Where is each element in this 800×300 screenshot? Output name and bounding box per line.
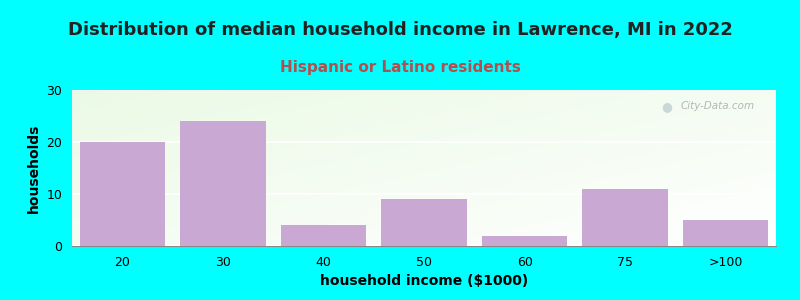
Bar — [79, 142, 165, 246]
Text: Distribution of median household income in Lawrence, MI in 2022: Distribution of median household income … — [67, 21, 733, 39]
Y-axis label: households: households — [27, 123, 41, 213]
X-axis label: household income ($1000): household income ($1000) — [320, 274, 528, 288]
Text: ●: ● — [662, 100, 672, 113]
Bar — [281, 225, 366, 246]
Bar — [683, 220, 769, 246]
Bar — [482, 236, 567, 246]
Bar — [382, 199, 466, 246]
Text: City-Data.com: City-Data.com — [681, 101, 755, 111]
Bar — [582, 189, 668, 246]
Text: Hispanic or Latino residents: Hispanic or Latino residents — [279, 60, 521, 75]
Bar — [180, 121, 266, 246]
